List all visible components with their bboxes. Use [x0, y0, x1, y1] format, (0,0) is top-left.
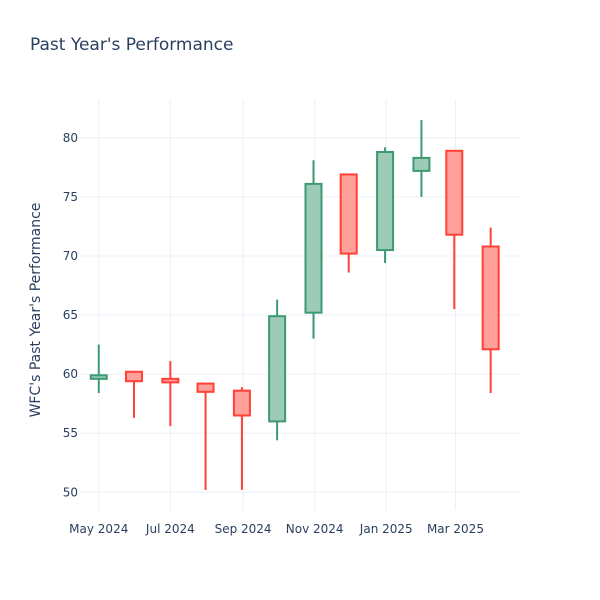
- candle-decreasing: [196, 382, 215, 490]
- candle-increasing: [376, 147, 395, 264]
- candle-decreasing: [481, 227, 500, 394]
- candle-body: [445, 149, 464, 236]
- x-tick-label: Jan 2025: [359, 522, 413, 536]
- candle-increasing: [304, 160, 323, 339]
- x-tick-label: May 2024: [69, 522, 128, 536]
- candle-decreasing: [124, 370, 143, 418]
- y-tick-label: 75: [63, 190, 78, 204]
- candle-body: [481, 245, 500, 351]
- candle-body: [196, 382, 215, 393]
- y-axis-title: WFC's Past Year's Performance: [28, 203, 44, 418]
- x-tick-label: Jul 2024: [145, 522, 195, 536]
- candle-decreasing: [161, 361, 180, 427]
- candles: [89, 120, 500, 490]
- candle-body: [268, 315, 287, 423]
- candle-decreasing: [339, 173, 358, 273]
- candle-body: [161, 377, 180, 384]
- y-tick-label: 65: [63, 308, 78, 322]
- candle-decreasing: [232, 387, 251, 490]
- y-tick-label: 60: [63, 367, 78, 381]
- x-tick-labels: May 2024 Jul 2024 Sep 2024 Nov 2024 Jan 2025…: [69, 522, 484, 536]
- y-tick-label: 80: [63, 131, 78, 145]
- candle-body: [124, 370, 143, 383]
- candle-body: [339, 173, 358, 255]
- y-tick-label: 55: [63, 426, 78, 440]
- x-tick-label: Mar 2025: [427, 522, 484, 536]
- y-tick-label: 50: [63, 485, 78, 499]
- candle-increasing: [412, 120, 431, 197]
- candle-decreasing: [445, 149, 464, 310]
- candle-body: [412, 156, 431, 172]
- candle-body: [376, 150, 395, 252]
- x-tick-label: Sep 2024: [215, 522, 272, 536]
- y-tick-label: 70: [63, 249, 78, 263]
- x-tick-label: Nov 2024: [286, 522, 344, 536]
- candle-body: [232, 389, 251, 417]
- candle-body: [89, 374, 108, 380]
- candle-increasing: [268, 299, 287, 441]
- y-tick-labels: 50 55 60 65 70 75 80: [63, 131, 78, 499]
- chart-title: Past Year's Performance: [30, 35, 234, 55]
- candle-body: [304, 182, 323, 314]
- candle-increasing: [89, 344, 108, 394]
